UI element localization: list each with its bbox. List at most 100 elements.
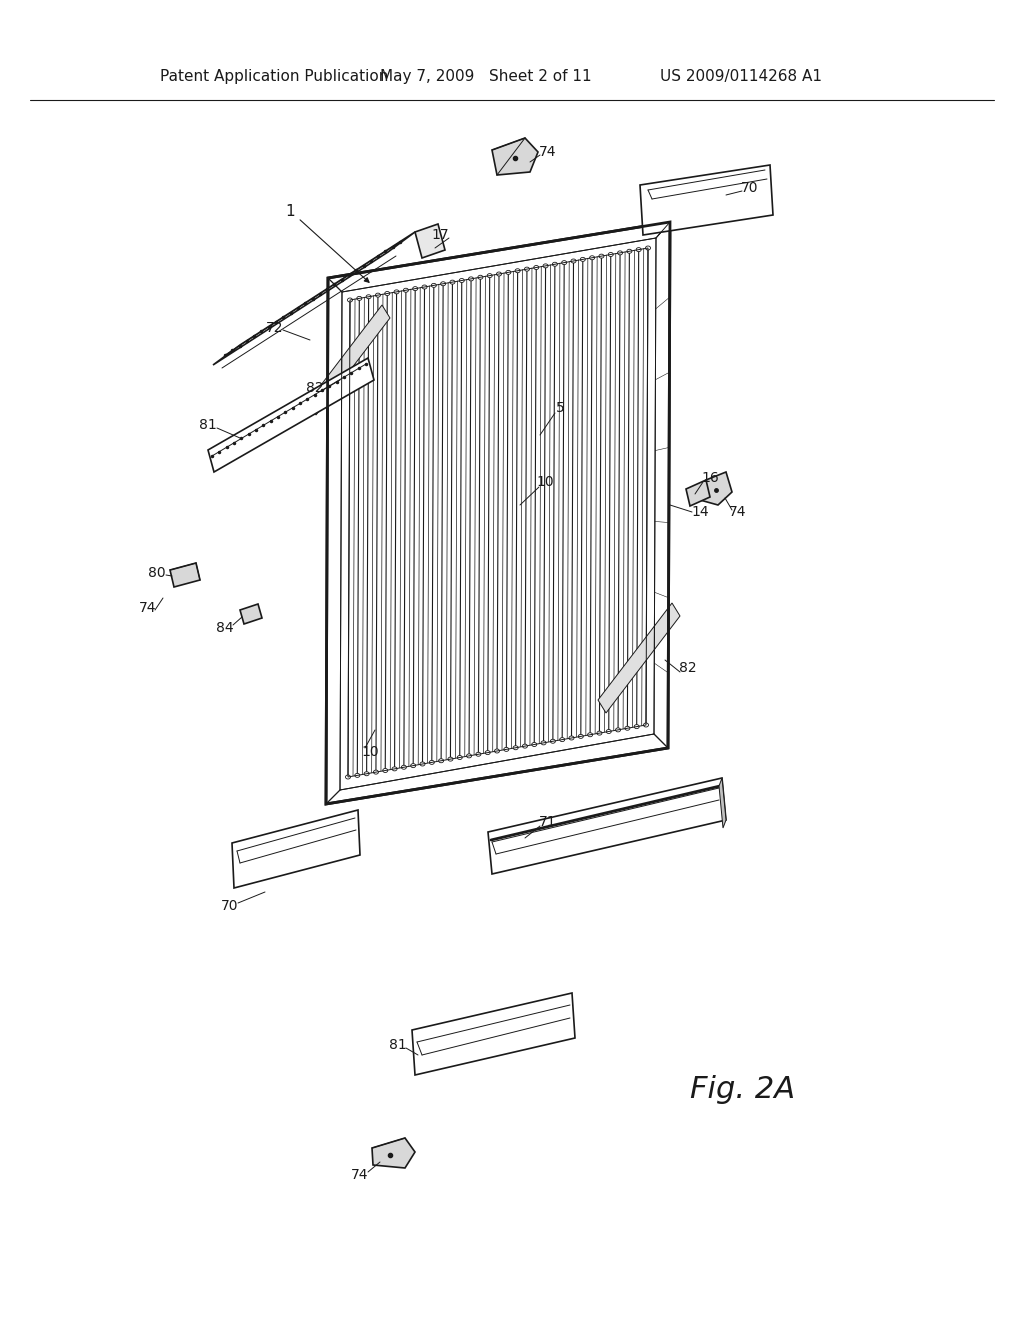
Ellipse shape [376,293,381,297]
Ellipse shape [429,760,434,764]
Ellipse shape [367,294,371,298]
Ellipse shape [588,733,593,737]
Polygon shape [232,810,360,888]
Ellipse shape [495,748,500,752]
Ellipse shape [634,725,639,729]
Ellipse shape [636,248,641,252]
Polygon shape [415,224,445,257]
Text: 72: 72 [266,321,284,335]
Polygon shape [170,564,200,587]
Text: 1: 1 [286,205,295,219]
Polygon shape [686,480,710,506]
Ellipse shape [459,279,464,282]
Ellipse shape [531,742,537,747]
Polygon shape [598,603,680,713]
Text: 81: 81 [389,1038,407,1052]
Ellipse shape [615,727,621,731]
Text: Patent Application Publication: Patent Application Publication [160,69,388,83]
Polygon shape [640,165,773,235]
Ellipse shape [438,759,443,763]
Polygon shape [348,248,648,777]
Ellipse shape [365,772,369,776]
Ellipse shape [476,752,481,756]
Ellipse shape [469,277,473,281]
Ellipse shape [345,775,350,779]
Ellipse shape [552,263,557,267]
Ellipse shape [347,298,352,302]
Ellipse shape [392,767,397,771]
Text: 84: 84 [216,620,233,635]
Text: 74: 74 [729,506,746,519]
Ellipse shape [515,269,520,273]
Text: 17: 17 [431,228,449,242]
Ellipse shape [383,768,388,772]
Polygon shape [488,777,726,874]
Ellipse shape [385,292,390,296]
Ellipse shape [581,257,586,261]
Text: 70: 70 [741,181,759,195]
Ellipse shape [504,747,509,751]
Text: 16: 16 [701,471,719,484]
Ellipse shape [420,762,425,766]
Text: 70: 70 [221,899,239,913]
Ellipse shape [541,741,546,744]
Polygon shape [492,139,538,176]
Ellipse shape [606,730,611,734]
Polygon shape [372,1138,415,1168]
Ellipse shape [513,746,518,750]
Ellipse shape [571,259,575,263]
Ellipse shape [643,723,648,727]
Ellipse shape [506,271,511,275]
Text: 14: 14 [691,506,709,519]
Ellipse shape [467,754,472,758]
Ellipse shape [597,731,602,735]
Text: US 2009/0114268 A1: US 2009/0114268 A1 [660,69,822,83]
Text: 74: 74 [139,601,157,615]
Text: 5: 5 [556,401,564,414]
Ellipse shape [413,286,418,290]
Ellipse shape [590,256,595,260]
Ellipse shape [562,260,566,264]
Ellipse shape [487,273,493,277]
Polygon shape [719,777,726,828]
Ellipse shape [458,755,462,759]
Ellipse shape [411,764,416,768]
Text: 74: 74 [540,145,557,158]
Ellipse shape [625,726,630,730]
Polygon shape [208,358,374,473]
Ellipse shape [374,770,379,774]
Text: 80: 80 [148,566,166,579]
Ellipse shape [447,758,453,762]
Ellipse shape [560,738,564,742]
Text: 82: 82 [679,661,696,675]
Ellipse shape [522,744,527,748]
Polygon shape [700,473,732,506]
Ellipse shape [422,285,427,289]
Text: 10: 10 [361,744,379,759]
Ellipse shape [440,281,445,285]
Ellipse shape [394,290,399,294]
Text: 82: 82 [306,381,324,395]
Ellipse shape [450,280,455,284]
Ellipse shape [403,288,409,292]
Ellipse shape [645,246,650,249]
Ellipse shape [543,264,548,268]
Ellipse shape [617,251,623,255]
Ellipse shape [356,297,361,301]
Ellipse shape [534,265,539,269]
Ellipse shape [431,284,436,288]
Text: 71: 71 [540,814,557,829]
Ellipse shape [608,252,613,256]
Ellipse shape [478,276,483,280]
Ellipse shape [485,751,490,755]
Ellipse shape [354,774,359,777]
Polygon shape [213,232,415,366]
Ellipse shape [627,249,632,253]
Ellipse shape [497,272,502,276]
Polygon shape [308,305,390,414]
Ellipse shape [579,734,584,738]
Polygon shape [412,993,575,1074]
Ellipse shape [569,737,574,741]
Text: 10: 10 [537,475,554,488]
Ellipse shape [524,267,529,271]
